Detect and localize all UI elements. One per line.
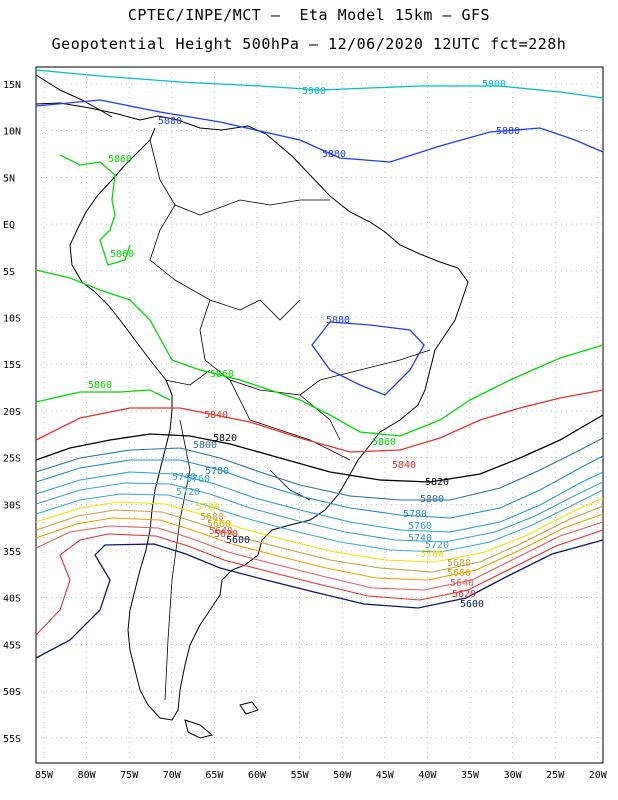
lat-tick-label: 40S (3, 594, 21, 605)
label-5620: 5620 (452, 589, 476, 600)
label-5900: 5900 (482, 79, 506, 90)
graticule (36, 67, 603, 763)
label-5620: 5620 (214, 529, 238, 540)
label-5900: 5900 (302, 86, 326, 97)
lat-tick-label: 5S (3, 267, 15, 278)
contour-5740 (35, 481, 604, 543)
label-5600: 5600 (226, 535, 250, 546)
label-5820: 5820 (213, 433, 237, 444)
coastlines (35, 74, 469, 739)
lon-tick-label: 70W (163, 770, 182, 781)
contour-5780 (35, 455, 604, 519)
label-5860: 5860 (88, 380, 112, 391)
contour-5760 (35, 471, 604, 533)
label-5780: 5780 (403, 509, 427, 520)
label-5680: 5680 (200, 512, 224, 523)
contour-labels: 5900 5900 5880 5880 5880 5880 5860 5860 … (88, 79, 520, 610)
label-5860: 5860 (210, 369, 234, 380)
label-5700: 5700 (196, 502, 220, 513)
lat-tick-label: EQ (3, 220, 15, 231)
contour-5660 (35, 513, 604, 581)
label-5760: 5760 (408, 521, 432, 532)
south-america-coast (35, 102, 469, 721)
lon-tick-label: 45W (376, 770, 395, 781)
label-5660: 5660 (447, 568, 471, 579)
contour-5800 (35, 437, 604, 501)
central-america (35, 74, 113, 118)
label-5800: 5800 (420, 494, 444, 505)
lon-tick-label: 80W (78, 770, 97, 781)
lat-tick-label: 20S (3, 407, 21, 418)
contour-5620 (35, 529, 604, 636)
contour-5820 (35, 414, 604, 483)
lat-tick-label: 35S (3, 547, 21, 558)
contour-5600 (35, 539, 604, 659)
lon-tick-label: 50W (333, 770, 352, 781)
contour-5720 (35, 489, 604, 553)
map-frame (35, 66, 604, 764)
label-5720: 5720 (176, 487, 200, 498)
label-5880: 5880 (496, 126, 520, 137)
label-5860: 5860 (372, 437, 396, 448)
label-5640: 5640 (450, 578, 474, 589)
contour-5640 (35, 521, 604, 591)
lat-tick-label: 25S (3, 454, 21, 465)
lon-tick-label: 40W (418, 770, 437, 781)
lon-tick-label: 85W (35, 770, 54, 781)
lon-tick-label: 30W (504, 770, 523, 781)
falklands (239, 701, 259, 715)
label-5680: 5680 (447, 558, 471, 569)
contour-5880 (35, 99, 604, 163)
chart-subtitle: Geopotential Height 500hPa – 12/06/2020 … (51, 35, 567, 53)
lon-tick-label: 25W (546, 770, 565, 781)
axis-ticks: 15N 10N 5N EQ 5S 10S 15S 20S 25S 30S 35S 40S 45S 50S 5… (3, 80, 608, 781)
tierra-del-fuego (184, 719, 214, 739)
label-5840: 5840 (204, 410, 228, 421)
label-5880: 5880 (322, 149, 346, 160)
lon-tick-label: 35W (461, 770, 480, 781)
lon-tick-label: 60W (248, 770, 267, 781)
label-5740: 5740 (172, 472, 196, 483)
label-5760: 5760 (186, 474, 210, 485)
lat-tick-label: 50S (3, 687, 21, 698)
lon-tick-label: 55W (291, 770, 310, 781)
label-5820: 5820 (425, 477, 449, 488)
label-5740: 5740 (408, 533, 432, 544)
label-5840: 5840 (392, 460, 416, 471)
label-5660: 5660 (207, 519, 231, 530)
contour-5680 (35, 505, 604, 573)
contour-5700 (35, 497, 604, 563)
label-5640: 5640 (209, 526, 233, 537)
lat-tick-label: 15S (3, 360, 21, 371)
lat-tick-label: 15N (3, 80, 21, 91)
lat-tick-label: 10S (3, 314, 21, 325)
label-5600: 5600 (460, 599, 484, 610)
label-5720: 5720 (425, 540, 449, 551)
chart-title: CPTEC/INPE/MCT – Eta Model 15km – GFS (127, 6, 491, 24)
lon-tick-label: 20W (589, 770, 608, 781)
contour-5860 (35, 269, 604, 437)
label-5880: 5880 (158, 116, 182, 127)
contour-5900 (35, 69, 604, 99)
label-5780: 5780 (205, 466, 229, 477)
lon-tick-label: 75W (120, 770, 139, 781)
label-5800: 5800 (193, 440, 217, 451)
contour-5880-inner (311, 321, 425, 396)
contour-5840 (35, 389, 604, 453)
label-5700: 5700 (420, 549, 444, 560)
lat-tick-label: 30S (3, 500, 21, 511)
lon-tick-label: 65W (205, 770, 224, 781)
contour-5860-w (35, 389, 171, 403)
lat-tick-label: 45S (3, 640, 21, 651)
label-5860: 5860 (108, 154, 132, 165)
lat-tick-label: 10N (3, 127, 21, 138)
label-5880: 5880 (326, 315, 350, 326)
geopotential-contours (35, 69, 604, 659)
lat-tick-label: 55S (3, 734, 21, 745)
label-5860: 5860 (110, 249, 134, 260)
lat-tick-label: 5N (3, 173, 15, 184)
contour-5860-n (59, 154, 131, 266)
